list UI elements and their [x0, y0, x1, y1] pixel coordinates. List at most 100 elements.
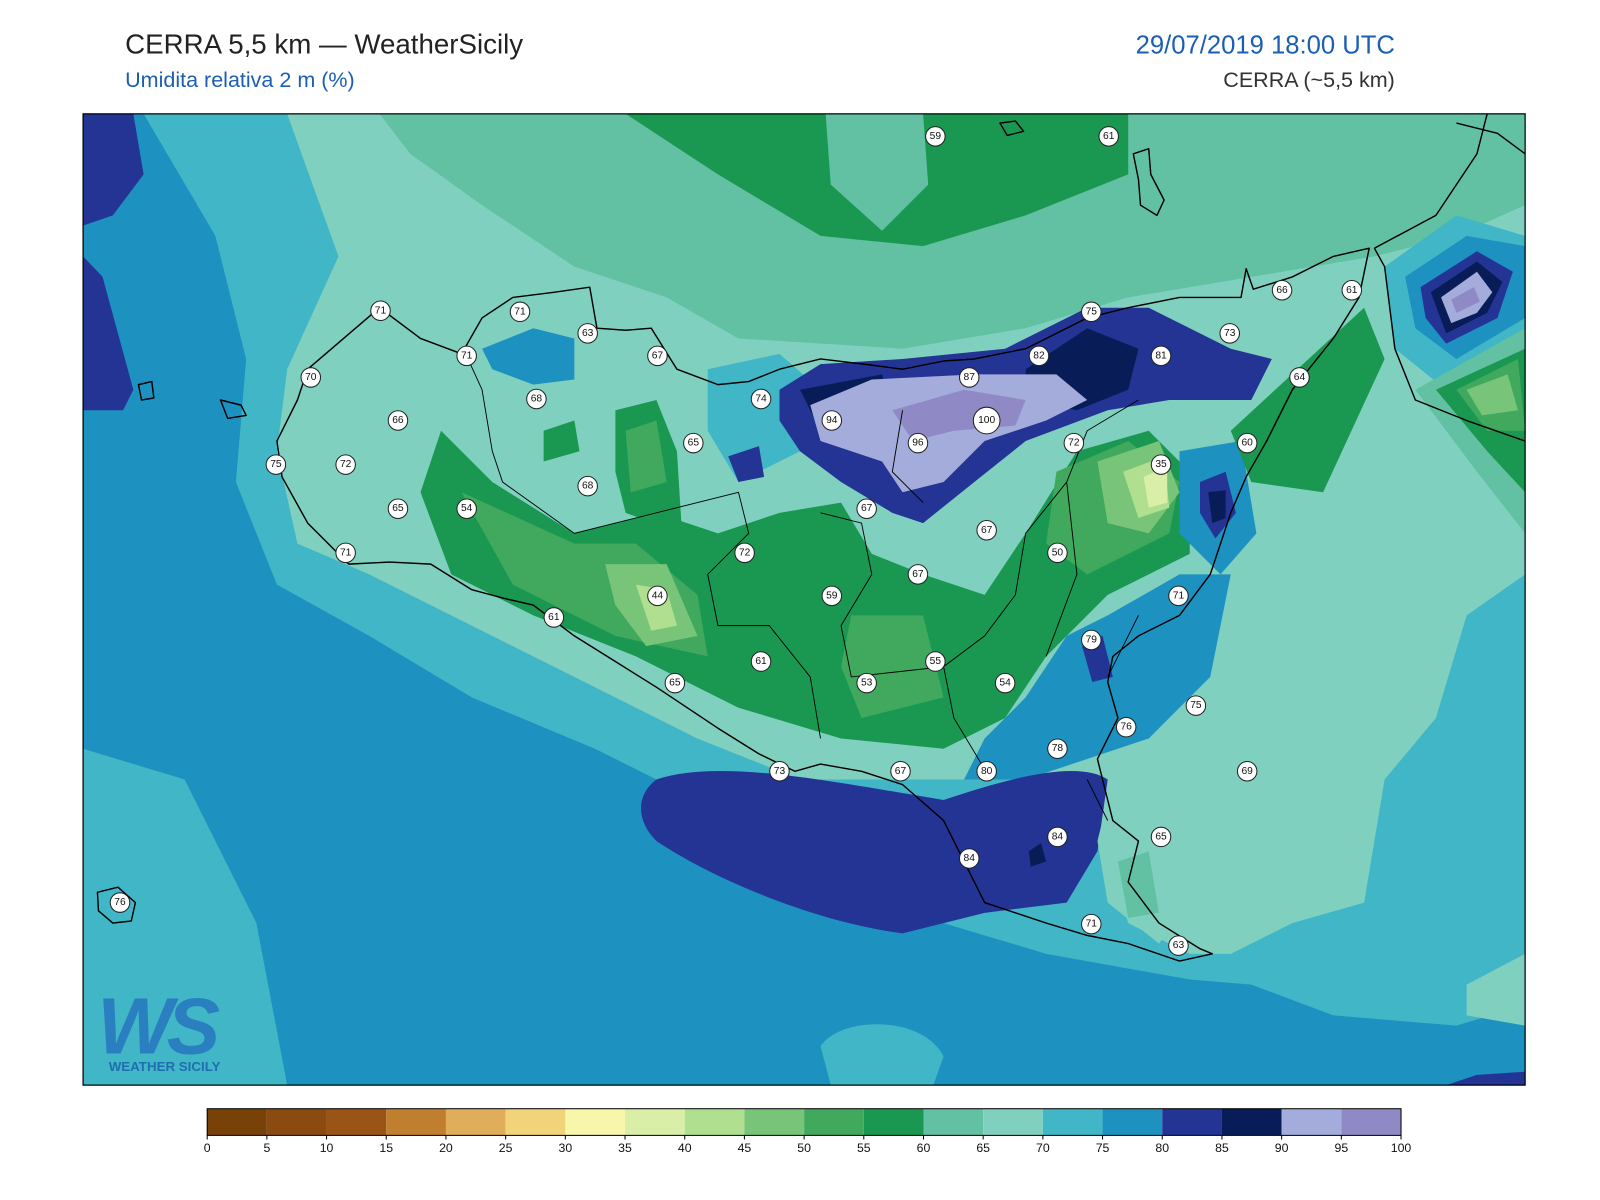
station: 71: [1168, 585, 1189, 607]
station: 84: [1047, 826, 1068, 848]
station-marker: [1185, 695, 1207, 716]
station-value: 78: [1052, 743, 1064, 754]
station-value: 73: [774, 766, 786, 777]
station: 73: [769, 761, 790, 782]
station-value: 68: [531, 393, 543, 404]
colorbar-tick-label: 70: [1036, 1141, 1050, 1155]
station-marker: [972, 406, 1001, 435]
colorbar-tick-label: 65: [976, 1141, 990, 1155]
colorbar-tick-label: 45: [738, 1141, 752, 1155]
station-marker: [1047, 738, 1068, 759]
station-value: 71: [1086, 919, 1098, 930]
station: 96: [907, 432, 929, 454]
station-value: 79: [1086, 635, 1098, 646]
station-marker: [526, 388, 547, 410]
station-value: 70: [305, 372, 317, 383]
station-value: 71: [514, 306, 526, 317]
station: 67: [856, 498, 877, 519]
station-value: 71: [461, 350, 473, 361]
station-value: 65: [392, 503, 404, 514]
station: 60: [1236, 432, 1258, 454]
station: 84: [958, 848, 980, 869]
station-value: 67: [912, 569, 924, 580]
station-marker: [925, 651, 946, 672]
colorbar-tick-label: 35: [618, 1141, 632, 1155]
field: [83, 113, 144, 226]
colorbar-tick-label: 100: [1391, 1141, 1412, 1155]
station-marker: [1115, 716, 1137, 738]
station-marker: [1150, 826, 1172, 848]
colorbar-segment: [565, 1108, 626, 1136]
station-marker: [387, 498, 409, 519]
province-border: [466, 355, 1139, 821]
station-value: 66: [1276, 285, 1288, 296]
station: 71: [509, 301, 531, 323]
station-value: 76: [114, 897, 126, 908]
station-value: 94: [826, 415, 838, 426]
station-marker: [1063, 432, 1085, 454]
station: 75: [1185, 695, 1207, 716]
station-marker: [750, 388, 772, 410]
station-marker: [1289, 367, 1310, 388]
station-value: 71: [1173, 590, 1185, 601]
station-marker: [1236, 432, 1258, 454]
field: [1208, 490, 1226, 524]
station: 70: [300, 367, 322, 388]
station-marker: [300, 367, 322, 388]
coastline: [1373, 113, 1526, 442]
station-value: 54: [999, 678, 1011, 689]
field: [543, 420, 580, 462]
station-value: 65: [669, 678, 681, 689]
station-value: 67: [981, 525, 993, 536]
station: 100: [972, 406, 1001, 435]
station: 63: [577, 323, 598, 344]
field: [83, 256, 134, 411]
station-marker: [543, 607, 565, 628]
station: 76: [1115, 716, 1137, 738]
station-marker: [647, 345, 668, 367]
field: [1143, 466, 1168, 508]
station-value: 59: [826, 590, 838, 601]
station: 54: [994, 672, 1016, 694]
field: [728, 446, 765, 483]
station-value: 81: [1155, 350, 1167, 361]
station-marker: [109, 892, 131, 913]
station-value: 59: [930, 131, 942, 142]
station-labels: 59 61 71 71 63 71 67 75 66 61 73 82 81 70 68 74 87 64 66 94…: [109, 126, 1363, 956]
colorbar-tick-label: 40: [678, 1141, 692, 1155]
colorbar-segment: [684, 1108, 745, 1136]
station-value: 72: [340, 459, 352, 470]
logo-mark: WS: [97, 981, 219, 1070]
field: [1446, 1071, 1526, 1086]
field: [892, 389, 1026, 442]
station-marker: [456, 498, 477, 519]
field: [1028, 843, 1047, 867]
station-value: 53: [861, 678, 873, 689]
station: 74: [750, 388, 772, 410]
station-value: 60: [1241, 438, 1253, 449]
colorbar-segment: [1281, 1108, 1342, 1136]
station-value: 74: [755, 393, 767, 404]
colorbar-segment: [1162, 1108, 1222, 1136]
station: 78: [1047, 738, 1068, 759]
station-marker: [335, 542, 356, 564]
field: [1451, 287, 1480, 313]
station-value: 65: [688, 438, 700, 449]
station-value: 44: [652, 590, 664, 601]
station: 61: [1098, 126, 1119, 147]
station-value: 50: [1052, 547, 1064, 558]
station-value: 54: [461, 503, 473, 514]
station: 72: [335, 454, 356, 475]
colorbar-segment: [923, 1108, 984, 1136]
station-marker: [335, 454, 356, 475]
station-value: 65: [1155, 831, 1167, 842]
station-marker: [1219, 323, 1240, 344]
station: 44: [647, 585, 668, 607]
station-marker: [734, 542, 755, 564]
colorbar-tick-label: 20: [439, 1141, 453, 1155]
station: 75: [1081, 301, 1102, 323]
station-marker: [890, 761, 911, 782]
station-value: 87: [964, 372, 976, 383]
station: 54: [456, 498, 477, 519]
station: 55: [925, 651, 946, 672]
